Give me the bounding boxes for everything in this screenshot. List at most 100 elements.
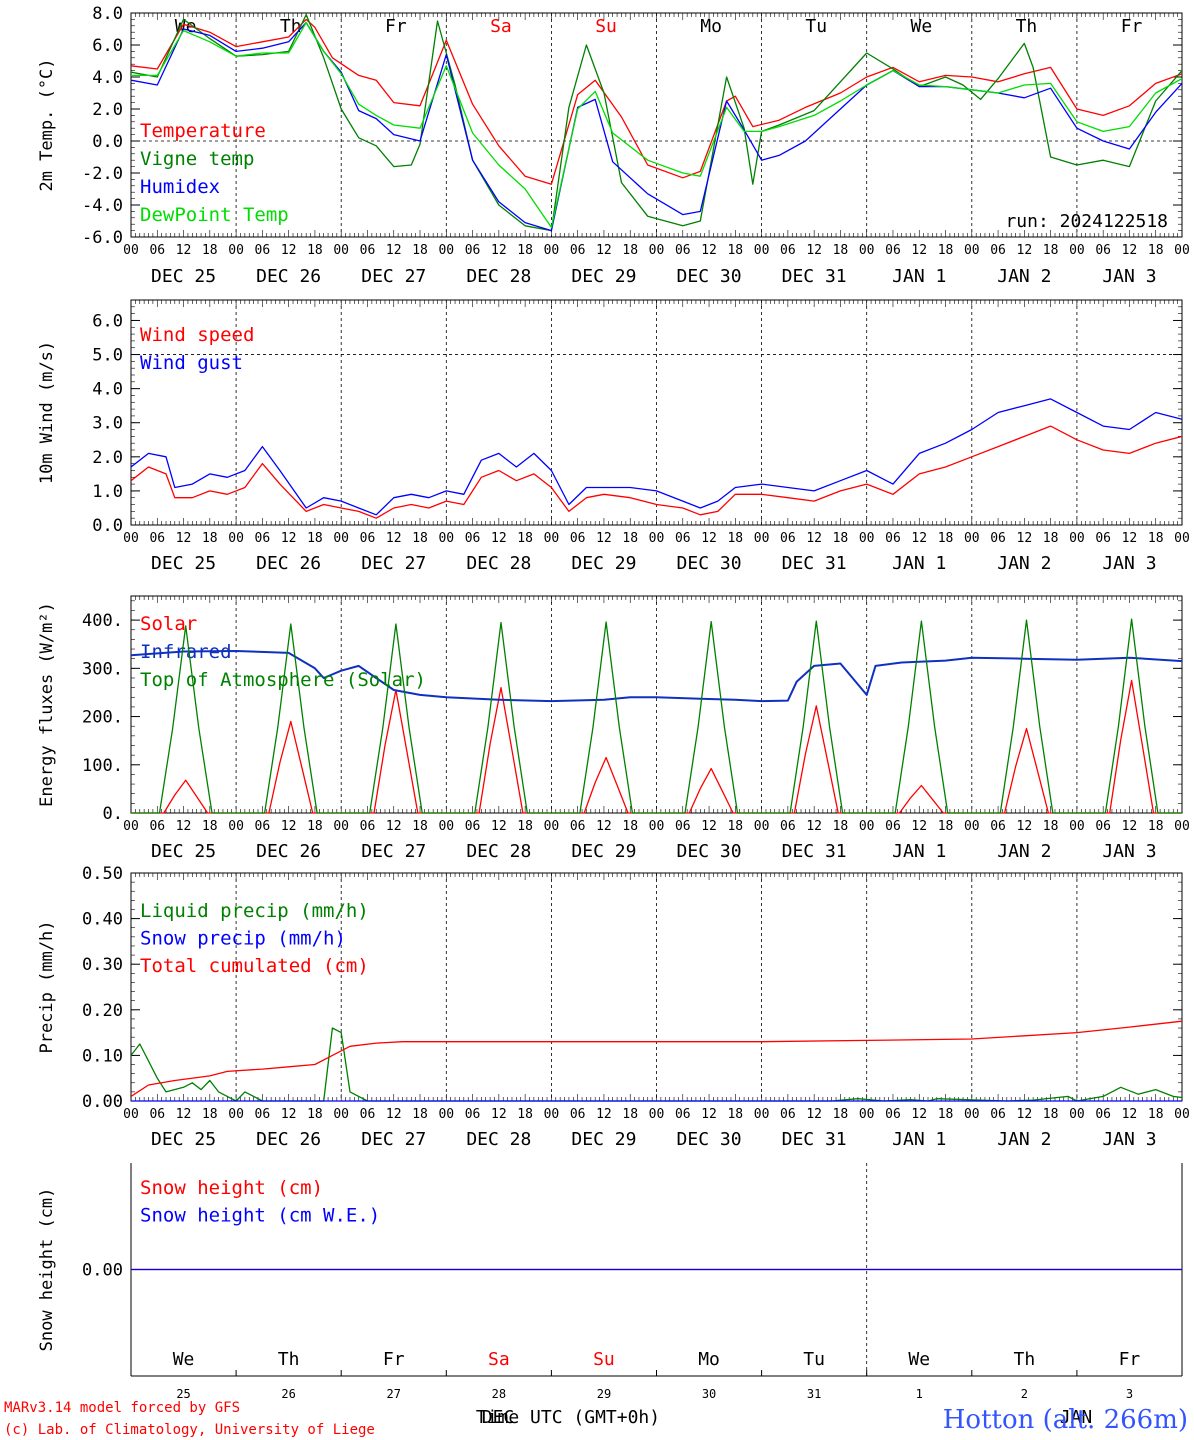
hour-tick-label: 12 [176, 819, 192, 834]
hour-tick-label: 18 [412, 819, 428, 834]
hour-tick-label: 06 [149, 1107, 165, 1122]
hour-tick-label: 18 [202, 819, 218, 834]
weekday-label: Tu [805, 16, 827, 37]
hour-tick-label: 18 [622, 819, 638, 834]
date-label: JAN 3 [1102, 266, 1156, 287]
legend-entry: Total cumulated (cm) [140, 955, 369, 977]
day-number-label: 29 [597, 1387, 611, 1401]
legend-entry: Wind gust [140, 352, 243, 374]
hour-tick-label: 00 [964, 243, 980, 258]
hour-tick-label: 06 [885, 243, 901, 258]
hour-tick-label: 00 [1069, 531, 1085, 546]
date-label: DEC 26 [256, 553, 321, 574]
day-number-label: 25 [176, 1387, 190, 1401]
date-label: JAN 2 [997, 266, 1051, 287]
y-axis-label: 10m Wind (m/s) [37, 341, 57, 484]
hour-tick-label: 06 [360, 531, 376, 546]
y-axis-label: Snow height (cm) [37, 1188, 57, 1352]
series-line-top-of-atmosphere-solar- [131, 618, 1182, 814]
hour-tick-label: 12 [491, 819, 507, 834]
date-label: DEC 31 [782, 841, 847, 862]
hour-tick-label: 06 [675, 1107, 691, 1122]
hour-tick-label: 12 [281, 243, 297, 258]
day-number-label: 28 [492, 1387, 506, 1401]
y-tick-label: 0.00 [82, 1261, 123, 1281]
weekday-label: We [173, 1349, 195, 1370]
weekday-label: Th [280, 16, 302, 37]
hour-tick-label: 18 [1148, 243, 1164, 258]
hour-tick-label: 18 [1043, 1107, 1059, 1122]
hour-tick-label: 18 [1148, 1107, 1164, 1122]
hour-tick-label: 06 [570, 243, 586, 258]
hour-tick-label: 18 [517, 819, 533, 834]
hour-tick-label: 00 [438, 243, 454, 258]
y-tick-label: 1.0 [92, 482, 123, 502]
hour-tick-label: 06 [1095, 243, 1111, 258]
time-axis-label: Time UTC (GMT+0h) [476, 1407, 660, 1428]
series-line-wind-gust [131, 398, 1182, 516]
hour-tick-label: 12 [701, 243, 717, 258]
hour-tick-label: 00 [438, 531, 454, 546]
hour-tick-label: 00 [123, 1107, 139, 1122]
hour-tick-label: 00 [123, 531, 139, 546]
hour-tick-label: 12 [386, 243, 402, 258]
hour-tick-label: 18 [412, 1107, 428, 1122]
hour-tick-label: 12 [386, 531, 402, 546]
hour-tick-label: 12 [281, 819, 297, 834]
date-label: DEC 27 [361, 266, 426, 287]
hour-tick-label: 06 [360, 819, 376, 834]
hour-tick-label: 06 [465, 1107, 481, 1122]
hour-tick-label: 12 [386, 819, 402, 834]
hour-tick-label: 12 [911, 1107, 927, 1122]
hour-tick-label: 00 [649, 819, 665, 834]
y-tick-label: 0.00 [82, 1092, 123, 1112]
hour-tick-label: 06 [885, 531, 901, 546]
hour-tick-label: 18 [517, 531, 533, 546]
hour-tick-label: 18 [727, 819, 743, 834]
hour-tick-label: 00 [964, 531, 980, 546]
hour-tick-label: 12 [1122, 243, 1138, 258]
date-label: JAN 1 [892, 1129, 946, 1150]
y-axis-label: 2m Temp. (°C) [37, 58, 57, 191]
date-label: DEC 27 [361, 841, 426, 862]
weekday-label: Sa [488, 1349, 510, 1370]
hour-tick-label: 18 [622, 243, 638, 258]
date-label: DEC 30 [677, 1129, 742, 1150]
date-label: DEC 25 [151, 553, 216, 574]
y-tick-label: 0.50 [82, 864, 123, 884]
hour-tick-label: 18 [1043, 531, 1059, 546]
hour-tick-label: 00 [1069, 1107, 1085, 1122]
hour-tick-label: 18 [307, 531, 323, 546]
legend-entry: Infrared [140, 641, 232, 663]
legend-entry: Solar [140, 613, 197, 635]
hour-tick-label: 06 [255, 1107, 271, 1122]
date-label: DEC 25 [151, 266, 216, 287]
hour-tick-label: 06 [780, 531, 796, 546]
hour-tick-label: 18 [727, 531, 743, 546]
date-label: DEC 29 [571, 266, 636, 287]
hour-tick-label: 12 [911, 531, 927, 546]
hour-tick-label: 12 [491, 243, 507, 258]
weekday-label: We [911, 16, 933, 37]
legend-entry: Snow precip (mm/h) [140, 928, 346, 950]
y-axis-label: Precip (mm/h) [37, 920, 57, 1053]
hour-tick-label: 00 [1174, 531, 1190, 546]
y-tick-label: 2.0 [92, 448, 123, 468]
date-label: JAN 3 [1102, 1129, 1156, 1150]
hour-tick-label: 18 [412, 243, 428, 258]
y-tick-label: 6.0 [92, 311, 123, 331]
y-axis-label: Energy fluxes (W/m²) [37, 602, 57, 807]
hour-tick-label: 12 [1017, 243, 1033, 258]
hour-tick-label: 18 [727, 1107, 743, 1122]
weekday-label: Sa [490, 16, 512, 37]
y-tick-label: 6.0 [92, 36, 123, 56]
hour-tick-label: 12 [1122, 1107, 1138, 1122]
hour-tick-label: 06 [149, 243, 165, 258]
series-line-total-cumulated-cm- [131, 1020, 1182, 1097]
hour-tick-label: 00 [964, 819, 980, 834]
hour-tick-label: 12 [491, 531, 507, 546]
hour-tick-label: 18 [938, 819, 954, 834]
hour-tick-label: 18 [202, 1107, 218, 1122]
hour-tick-label: 18 [1043, 243, 1059, 258]
series-line-temperature [131, 18, 1182, 185]
